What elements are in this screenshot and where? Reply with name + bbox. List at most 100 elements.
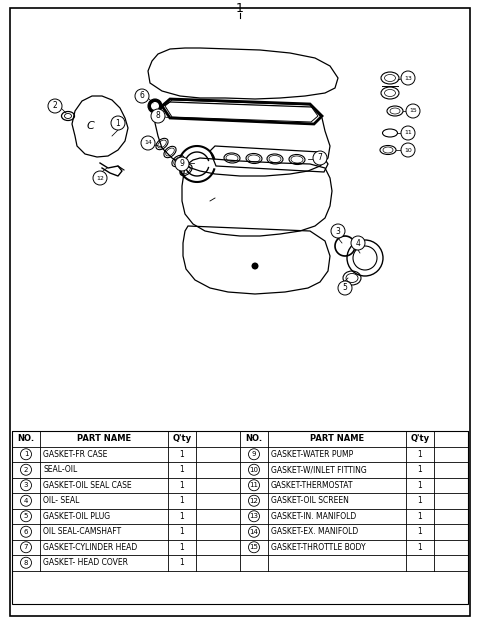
Text: 12: 12 <box>250 498 258 504</box>
Text: 1: 1 <box>116 118 120 128</box>
Text: 1: 1 <box>236 1 244 14</box>
Text: GASKET-W/INLET FITTING: GASKET-W/INLET FITTING <box>271 465 367 475</box>
Text: 1: 1 <box>418 511 422 521</box>
Text: GASKET-OIL PLUG: GASKET-OIL PLUG <box>43 511 110 521</box>
Circle shape <box>249 480 260 491</box>
Text: 5: 5 <box>343 284 348 292</box>
Text: 1: 1 <box>180 449 184 459</box>
Text: 1: 1 <box>180 527 184 536</box>
Circle shape <box>351 236 365 250</box>
Text: GASKET-THROTTLE BODY: GASKET-THROTTLE BODY <box>271 543 366 552</box>
Circle shape <box>135 89 149 103</box>
Circle shape <box>338 281 352 295</box>
Circle shape <box>249 449 260 459</box>
Text: 7: 7 <box>24 544 28 550</box>
Circle shape <box>21 557 32 568</box>
Circle shape <box>249 526 260 537</box>
Text: 10: 10 <box>404 148 412 153</box>
Circle shape <box>21 526 32 537</box>
Text: 7: 7 <box>318 153 323 163</box>
Text: OIL SEAL-CAMSHAFT: OIL SEAL-CAMSHAFT <box>43 527 121 536</box>
Text: 3: 3 <box>336 227 340 235</box>
Text: GASKET-OIL SCREEN: GASKET-OIL SCREEN <box>271 496 349 505</box>
Circle shape <box>249 464 260 475</box>
Text: OIL- SEAL: OIL- SEAL <box>43 496 79 505</box>
Text: 1: 1 <box>180 543 184 552</box>
Circle shape <box>21 495 32 506</box>
Text: 9: 9 <box>252 451 256 457</box>
Text: C: C <box>86 121 94 131</box>
Circle shape <box>313 151 327 165</box>
Text: 1: 1 <box>418 481 422 490</box>
Text: 6: 6 <box>24 529 28 535</box>
Text: 1: 1 <box>180 496 184 505</box>
Circle shape <box>21 541 32 553</box>
Text: 6: 6 <box>140 91 144 101</box>
Circle shape <box>21 449 32 459</box>
Text: 1: 1 <box>24 451 28 457</box>
Text: GASKET-IN. MANIFOLD: GASKET-IN. MANIFOLD <box>271 511 356 521</box>
Text: 5: 5 <box>24 513 28 519</box>
Circle shape <box>21 464 32 475</box>
Text: GASKET-OIL SEAL CASE: GASKET-OIL SEAL CASE <box>43 481 132 490</box>
Text: 4: 4 <box>356 239 360 247</box>
Circle shape <box>406 104 420 118</box>
Text: NO.: NO. <box>17 434 35 443</box>
Text: 2: 2 <box>24 467 28 473</box>
Circle shape <box>252 262 259 270</box>
Text: 1: 1 <box>180 511 184 521</box>
Text: GASKET-THERMOSTAT: GASKET-THERMOSTAT <box>271 481 353 490</box>
Circle shape <box>148 99 162 113</box>
Text: 8: 8 <box>156 111 160 120</box>
Text: 11: 11 <box>404 130 412 135</box>
Text: PART NAME: PART NAME <box>77 434 131 443</box>
Text: 2: 2 <box>53 101 58 111</box>
Text: 1: 1 <box>418 465 422 475</box>
Circle shape <box>151 102 159 110</box>
Text: 15: 15 <box>250 544 258 550</box>
Circle shape <box>141 136 155 150</box>
Circle shape <box>175 157 189 171</box>
Circle shape <box>249 495 260 506</box>
Text: 15: 15 <box>409 108 417 113</box>
Text: PART NAME: PART NAME <box>310 434 364 443</box>
Text: GASKET-CYLINDER HEAD: GASKET-CYLINDER HEAD <box>43 543 137 552</box>
Bar <box>12 431 468 604</box>
Circle shape <box>401 143 415 157</box>
Circle shape <box>21 511 32 521</box>
Text: SEAL-OIL: SEAL-OIL <box>43 465 77 475</box>
Text: 4: 4 <box>24 498 28 504</box>
Circle shape <box>331 224 345 238</box>
Text: 3: 3 <box>24 482 28 488</box>
Text: 8: 8 <box>24 560 28 566</box>
Text: 10: 10 <box>250 467 259 473</box>
Text: 12: 12 <box>96 175 104 180</box>
Text: 1: 1 <box>418 449 422 459</box>
Circle shape <box>249 511 260 521</box>
Text: 14: 14 <box>250 529 258 535</box>
Circle shape <box>111 116 125 130</box>
Text: 1: 1 <box>180 481 184 490</box>
Text: 13: 13 <box>404 76 412 81</box>
Text: GASKET-FR CASE: GASKET-FR CASE <box>43 449 108 459</box>
Text: 13: 13 <box>250 513 259 519</box>
Circle shape <box>48 99 62 113</box>
Circle shape <box>401 71 415 85</box>
Text: Q'ty: Q'ty <box>172 434 192 443</box>
Circle shape <box>249 541 260 553</box>
Text: 1: 1 <box>180 558 184 567</box>
Text: 1: 1 <box>418 527 422 536</box>
Text: GASKET- HEAD COVER: GASKET- HEAD COVER <box>43 558 128 567</box>
Text: 9: 9 <box>180 160 184 168</box>
Text: 1: 1 <box>418 543 422 552</box>
Text: 11: 11 <box>250 482 259 488</box>
Text: 14: 14 <box>144 140 152 145</box>
Text: GASKET-EX. MANIFOLD: GASKET-EX. MANIFOLD <box>271 527 358 536</box>
Circle shape <box>21 480 32 491</box>
Circle shape <box>151 109 165 123</box>
Circle shape <box>93 171 107 185</box>
Text: 1: 1 <box>180 465 184 475</box>
Circle shape <box>401 126 415 140</box>
Text: Q'ty: Q'ty <box>410 434 430 443</box>
Text: NO.: NO. <box>245 434 263 443</box>
